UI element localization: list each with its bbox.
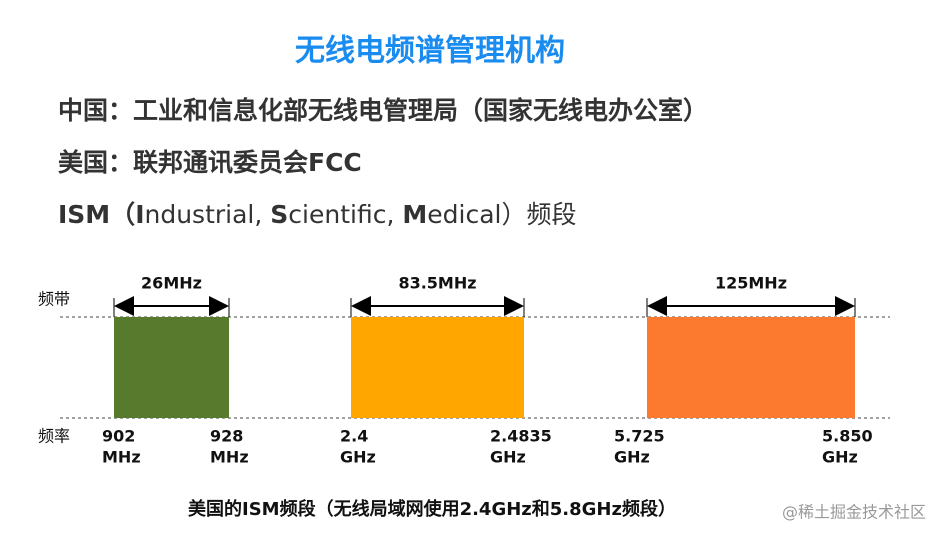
- freq-unit: MHz: [102, 448, 141, 467]
- text-span: ndustrial,: [145, 200, 271, 229]
- text-line: 美国：联邦通讯委员会FCC: [58, 148, 362, 177]
- freq-value: 2.4: [340, 427, 368, 446]
- freq-unit: MHz: [210, 448, 249, 467]
- text-span: edical）频段: [427, 200, 576, 229]
- band-width: 83.5MHz: [398, 274, 476, 293]
- text-span: ISM（: [58, 200, 135, 229]
- freq-unit: GHz: [614, 448, 650, 467]
- title: 无线电频谱管理机构: [295, 34, 565, 69]
- freq-value: 2.4835: [490, 427, 552, 446]
- watermark: @稀土掘金技术社区: [782, 503, 926, 522]
- text-span: S: [270, 200, 288, 229]
- freq-unit: GHz: [340, 448, 376, 467]
- axis-label: 频率: [38, 427, 70, 446]
- band-width: 26MHz: [141, 274, 202, 293]
- band-block: [647, 317, 855, 418]
- freq-value: 5.850: [822, 427, 873, 446]
- text-line: ISM（Industrial, Scientific, Medical）频段: [58, 200, 576, 229]
- caption: 美国的ISM频段（无线局域网使用2.4GHz和5.8GHz频段）: [188, 498, 676, 520]
- axis-label: 频带: [38, 290, 70, 309]
- text-span: M: [402, 200, 427, 229]
- freq-value: 902: [102, 427, 135, 446]
- band-width: 125MHz: [715, 274, 787, 293]
- bands: 26MHz 902 MHz 928 MHz 83.5MHz 2.4 GHz 2.4835 GHz 1…: [102, 274, 873, 467]
- band-block: [351, 317, 524, 418]
- freq-value: 928: [210, 427, 243, 446]
- band-block: [114, 317, 229, 418]
- text-line: 中国：工业和信息化部无线电管理局（国家无线电办公室）: [58, 96, 708, 125]
- freq-unit: GHz: [822, 448, 858, 467]
- text-span: cientific,: [288, 200, 402, 229]
- freq-value: 5.725: [614, 427, 665, 446]
- text-span: I: [135, 200, 144, 229]
- freq-unit: GHz: [490, 448, 526, 467]
